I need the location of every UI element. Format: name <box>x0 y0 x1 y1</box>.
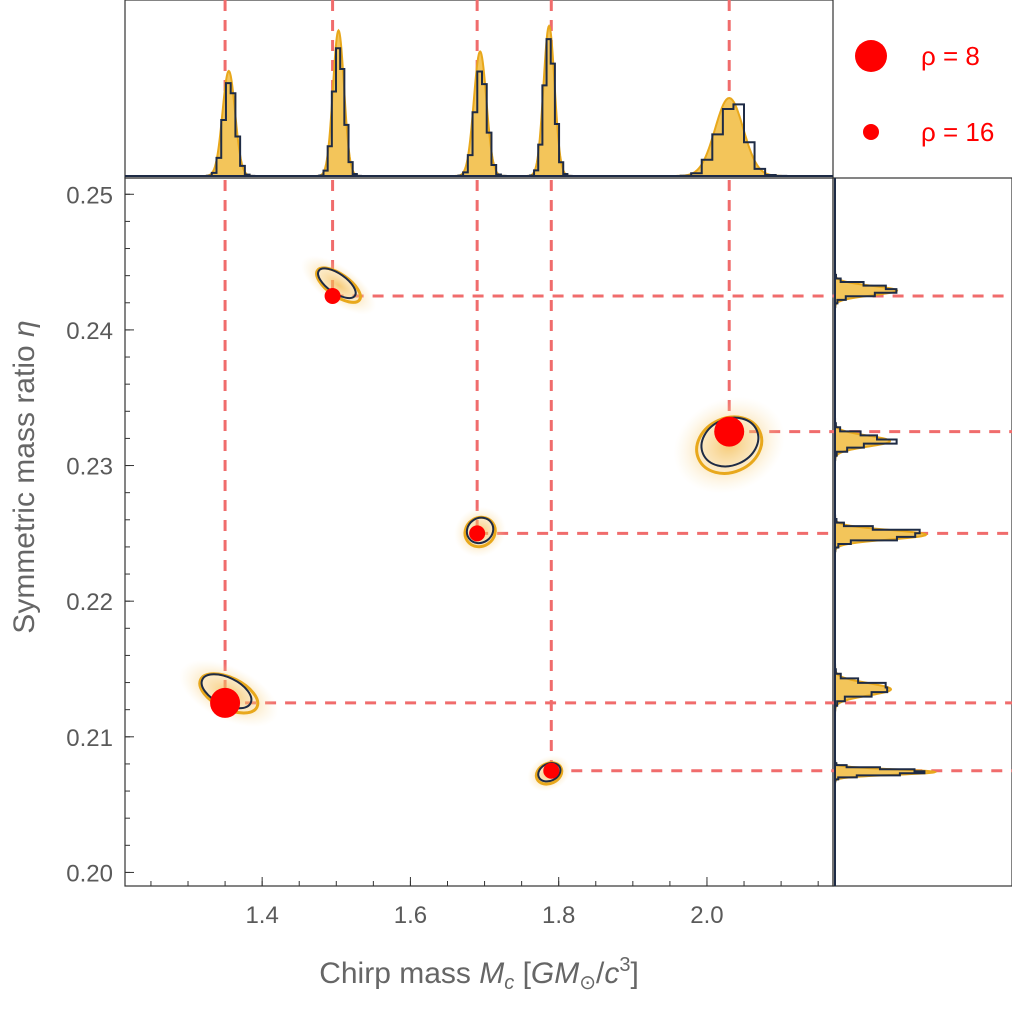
right-marginal-frame <box>832 177 1012 887</box>
legend-marker-small <box>863 124 879 140</box>
legend: ρ = 8 ρ = 16 <box>855 40 994 147</box>
posterior-contour-inner <box>465 516 495 545</box>
x-axis-ticks: 1.4 1.6 1.8 2.0 <box>150 877 819 929</box>
eta-density-curve <box>834 513 928 556</box>
y-axis-ticks: 0.20 0.21 0.22 0.23 0.24 0.25 <box>66 182 134 887</box>
posterior-contour-outer <box>695 415 764 475</box>
eta-density-curve <box>834 269 899 312</box>
posterior-contour-inner <box>537 762 562 783</box>
posterior-density-blob <box>300 255 377 315</box>
y-tick-label: 0.21 <box>66 725 113 752</box>
chirp-mass-density-curve <box>314 28 364 177</box>
x-tick-label: 1.8 <box>542 902 575 929</box>
y-tick-label: 0.23 <box>66 454 113 481</box>
legend-marker-large <box>855 40 887 72</box>
y-tick-label: 0.24 <box>66 318 113 345</box>
data-points-layer <box>210 288 745 779</box>
data-point <box>543 762 560 779</box>
y-axis-label: Symmetric mass ratio η <box>8 320 41 633</box>
chirp-mass-marginal-layer <box>125 24 833 177</box>
legend-label-snr-16: ρ = 16 <box>921 117 994 147</box>
legend-label-snr-8: ρ = 8 <box>921 41 980 71</box>
eta-marginal-layer <box>834 178 938 886</box>
x-axis-label: Chirp mass Mc [GM⊙/c3] <box>319 954 639 994</box>
data-point <box>469 525 486 542</box>
data-point <box>714 416 745 447</box>
eta-density-curve <box>834 417 892 466</box>
x-tick-label: 2.0 <box>690 902 723 929</box>
y-tick-label: 0.25 <box>66 182 113 209</box>
data-point <box>324 288 341 304</box>
eta-density-curve <box>834 662 893 717</box>
x-tick-label: 1.4 <box>245 902 278 929</box>
posterior-density-layer <box>179 255 785 792</box>
chirp-mass-density-curve <box>524 24 574 177</box>
chirp-mass-density-curve <box>452 50 508 177</box>
x-tick-label: 1.6 <box>394 902 427 929</box>
y-tick-label: 0.20 <box>66 860 113 887</box>
y-tick-label: 0.22 <box>66 589 113 616</box>
chirp-mass-density-curve <box>201 69 257 177</box>
data-point <box>210 687 241 718</box>
